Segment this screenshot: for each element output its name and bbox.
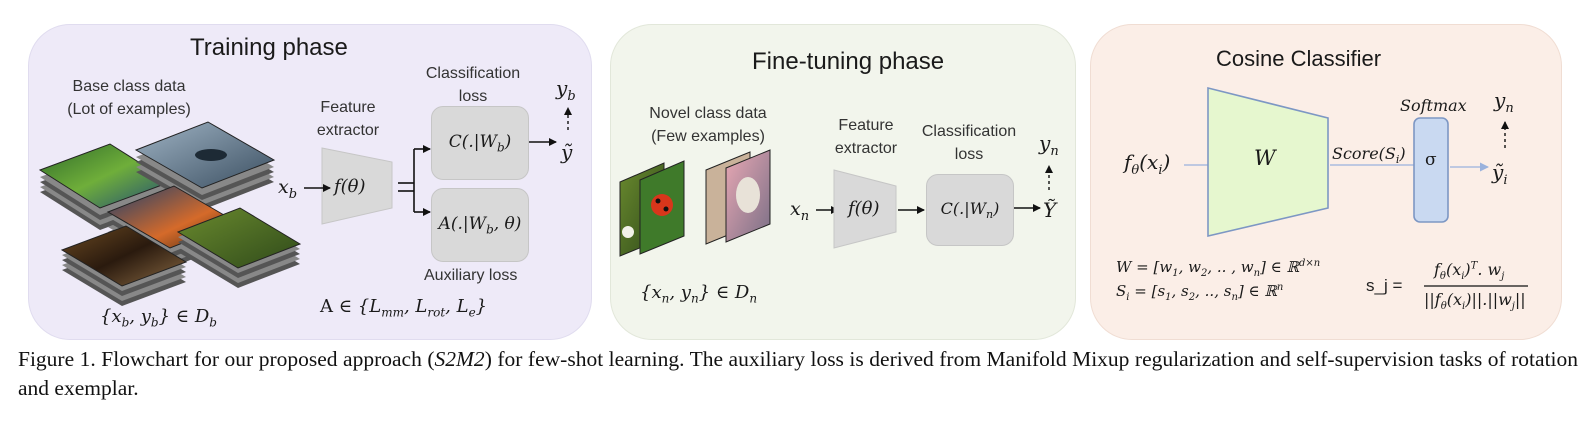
figure-label: Figure 1.	[18, 347, 96, 371]
pred-yi-tilde: ỹi	[1492, 160, 1507, 188]
sj-lhs: s_j =	[1366, 276, 1402, 296]
weight-equation: W = [w1, w2, .. , wn] ∈ ℝd×n	[1116, 258, 1320, 279]
sigma-label: σ	[1425, 150, 1437, 170]
auxiliary-loss-label: Auxiliary loss	[424, 264, 517, 287]
classifier-box: C(.|Wn)	[926, 174, 1014, 246]
input-xb: xb	[278, 176, 297, 202]
cosine-classifier-title: Cosine Classifier	[1216, 46, 1381, 72]
caption-text-pre: Flowchart for our proposed approach (	[96, 347, 435, 371]
classification-loss-label: Classification loss	[410, 62, 536, 108]
training-dataset: {xb, yb} ∈ Db	[100, 306, 217, 330]
score-equation: Si = [s1, s2, .., sn] ∈ ℝn	[1116, 282, 1283, 303]
pred-y-tilde: Ỹ	[1043, 198, 1056, 222]
novel-data-label: Novel class data (Few examples)	[628, 102, 788, 148]
auxiliary-set: A ∈ {Lmm, Lrot, Le}	[320, 296, 487, 320]
weight-label: W	[1254, 146, 1276, 170]
classifier-input: fθ(xi)	[1124, 150, 1170, 178]
label-yb: yb	[556, 76, 576, 104]
classifier-box: C(.|Wb)	[431, 106, 529, 180]
softmax-label: Softmax	[1400, 96, 1467, 115]
sj-numerator: fθ(xi)T. wj	[1434, 260, 1504, 282]
feature-extractor-label: Feature extractor	[818, 114, 914, 160]
input-xn: xn	[790, 198, 809, 224]
auxiliary-box: A(.|Wb, θ)	[431, 188, 529, 262]
sj-denominator: ||fθ(xi)||.||wj||	[1424, 290, 1526, 312]
pred-y-tilde: ỹ	[561, 140, 572, 164]
score-label: Score(Si)	[1332, 144, 1406, 166]
training-phase-title: Training phase	[190, 34, 348, 62]
label-yn: yn	[1039, 131, 1059, 159]
extractor-function: f(θ)	[334, 176, 366, 197]
base-data-label: Base class data (Lot of examples)	[44, 75, 214, 121]
label-yn-cosine: yn	[1494, 88, 1514, 116]
fine-tuning-title: Fine-tuning phase	[752, 48, 944, 76]
extractor-function: f(θ)	[848, 198, 880, 219]
classification-loss-label: Classification loss	[906, 120, 1032, 166]
caption-method: S2M2	[435, 347, 485, 371]
finetune-dataset: {xn, yn} ∈ Dn	[640, 282, 757, 306]
feature-extractor-label: Feature extractor	[300, 96, 396, 142]
figure-caption: Figure 1. Flowchart for our proposed app…	[18, 345, 1578, 403]
